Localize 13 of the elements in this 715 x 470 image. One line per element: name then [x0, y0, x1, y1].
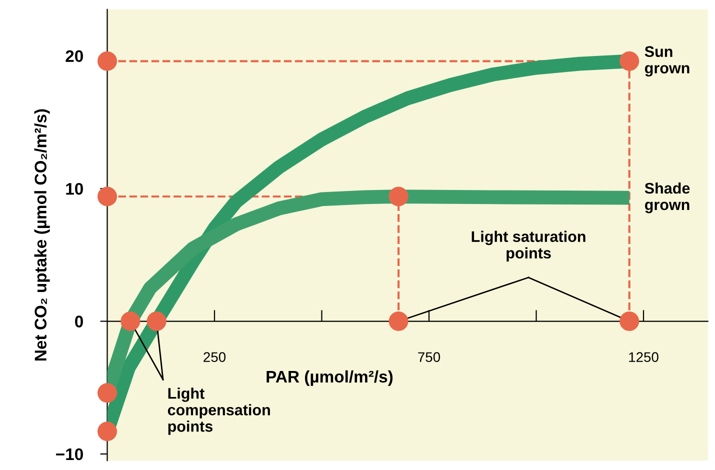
x-tick-label: 1250: [629, 352, 658, 362]
y-tick-label: 10: [66, 182, 83, 195]
y-tick-label: 0: [75, 316, 83, 328]
y-axis-title: Net CO₂ uptake (µmol CO₂/m²/s): [34, 109, 50, 360]
y-tick-label: 20: [66, 50, 83, 62]
series-label: Shade grown: [644, 182, 690, 214]
x-tick-label: 250: [204, 352, 226, 362]
annotation: Light compensation points: [168, 388, 270, 435]
x-tick-label: 750: [418, 352, 440, 362]
series-label: Sun grown: [644, 46, 690, 77]
x-axis-title: PAR (µmol/m²/s): [266, 370, 393, 386]
y-tick-label: −10: [56, 448, 83, 460]
annotation: Light saturation points: [472, 230, 586, 262]
